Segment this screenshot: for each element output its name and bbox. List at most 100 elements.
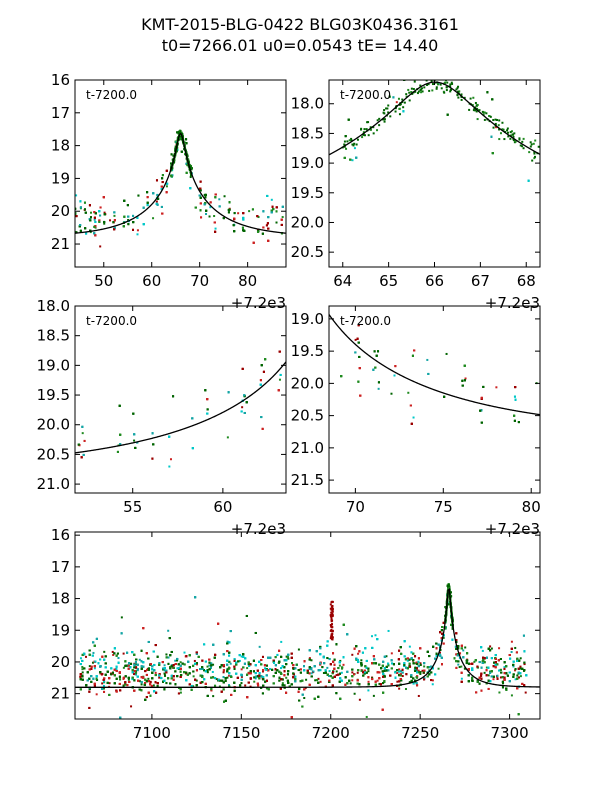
data-point [165, 185, 168, 188]
data-point [81, 425, 84, 428]
data-point [442, 636, 445, 639]
data-point [170, 174, 173, 177]
data-point [492, 126, 495, 129]
data-point [383, 112, 386, 115]
data-point [377, 381, 380, 384]
data-point [211, 670, 214, 673]
data-point [134, 670, 137, 673]
data-point [464, 377, 467, 380]
data-point [372, 694, 375, 697]
data-point [243, 229, 246, 232]
data-point [81, 665, 84, 668]
data-point [375, 354, 378, 357]
data-point [98, 210, 101, 213]
data-point [322, 297, 324, 299]
data-point [270, 198, 273, 201]
data-point [227, 208, 230, 211]
data-point [84, 211, 87, 214]
data-point [495, 386, 498, 389]
data-point [531, 159, 534, 162]
data-point [91, 661, 94, 664]
data-point [405, 95, 408, 98]
data-point [227, 391, 230, 394]
data-point [474, 106, 477, 109]
data-point [88, 218, 91, 221]
data-point [89, 216, 92, 219]
x-tick-label: 75 [434, 498, 453, 516]
data-point [75, 231, 78, 234]
y-tick-label: 20.0 [37, 416, 70, 434]
data-point [81, 432, 84, 435]
data-point [445, 352, 448, 355]
data-point [286, 238, 288, 240]
data-point [286, 238, 288, 240]
data-point [113, 228, 116, 231]
data-point [513, 419, 516, 422]
data-point [326, 666, 329, 669]
data-point [99, 206, 102, 209]
data-point [343, 156, 346, 159]
data-point [402, 106, 405, 109]
y-tick-label: 21.0 [291, 439, 324, 457]
data-point [481, 649, 484, 652]
data-point [472, 109, 475, 112]
data-point [303, 697, 306, 700]
data-point [428, 89, 431, 92]
data-point [385, 107, 388, 110]
data-point [280, 640, 283, 643]
data-point [431, 83, 434, 86]
data-point [522, 137, 525, 140]
data-point [204, 196, 207, 199]
data-point [389, 115, 392, 118]
data-point [507, 135, 510, 138]
data-point [82, 453, 85, 456]
data-point [75, 215, 78, 218]
data-point [450, 81, 453, 84]
data-point [322, 672, 325, 675]
data-point [118, 404, 121, 407]
data-point [540, 153, 542, 155]
data-point [287, 657, 290, 660]
data-point [373, 350, 376, 353]
panel-mid-right: 70 75 8019.019.520.020.521.021.5t-7200.0+7… [291, 297, 541, 538]
data-point [286, 238, 288, 240]
data-point [199, 202, 202, 205]
data-point [215, 678, 218, 681]
data-point [325, 298, 327, 300]
data-point [405, 93, 408, 96]
data-point [246, 667, 249, 670]
data-point [404, 688, 407, 691]
data-point [419, 84, 422, 87]
data-point [227, 211, 230, 214]
data-point [350, 139, 353, 142]
data-point [88, 204, 91, 207]
y-tick-label: 20.0 [291, 213, 324, 231]
data-point [521, 140, 524, 143]
data-point [122, 666, 125, 669]
x-tick-label: 80 [522, 498, 541, 516]
data-point [212, 695, 215, 698]
data-point [386, 107, 389, 110]
data-point [228, 684, 231, 687]
data-point [206, 398, 209, 401]
data-point [358, 367, 361, 370]
data-point [177, 130, 180, 133]
y-tick-label: 20.0 [291, 374, 324, 392]
data-point [445, 89, 448, 92]
data-point [374, 366, 377, 369]
data-point [428, 669, 431, 672]
data-point [402, 110, 405, 113]
data-point [213, 221, 216, 224]
data-point [522, 147, 525, 150]
data-point [165, 169, 168, 172]
model-curve [329, 314, 540, 416]
data-point [260, 416, 263, 419]
data-point [498, 138, 501, 141]
data-point [359, 394, 362, 397]
data-point [485, 666, 488, 669]
data-point [414, 681, 417, 684]
data-point [314, 721, 316, 723]
data-point [343, 144, 346, 147]
data-point [205, 212, 208, 215]
y-tick-label: 20.5 [37, 445, 70, 463]
